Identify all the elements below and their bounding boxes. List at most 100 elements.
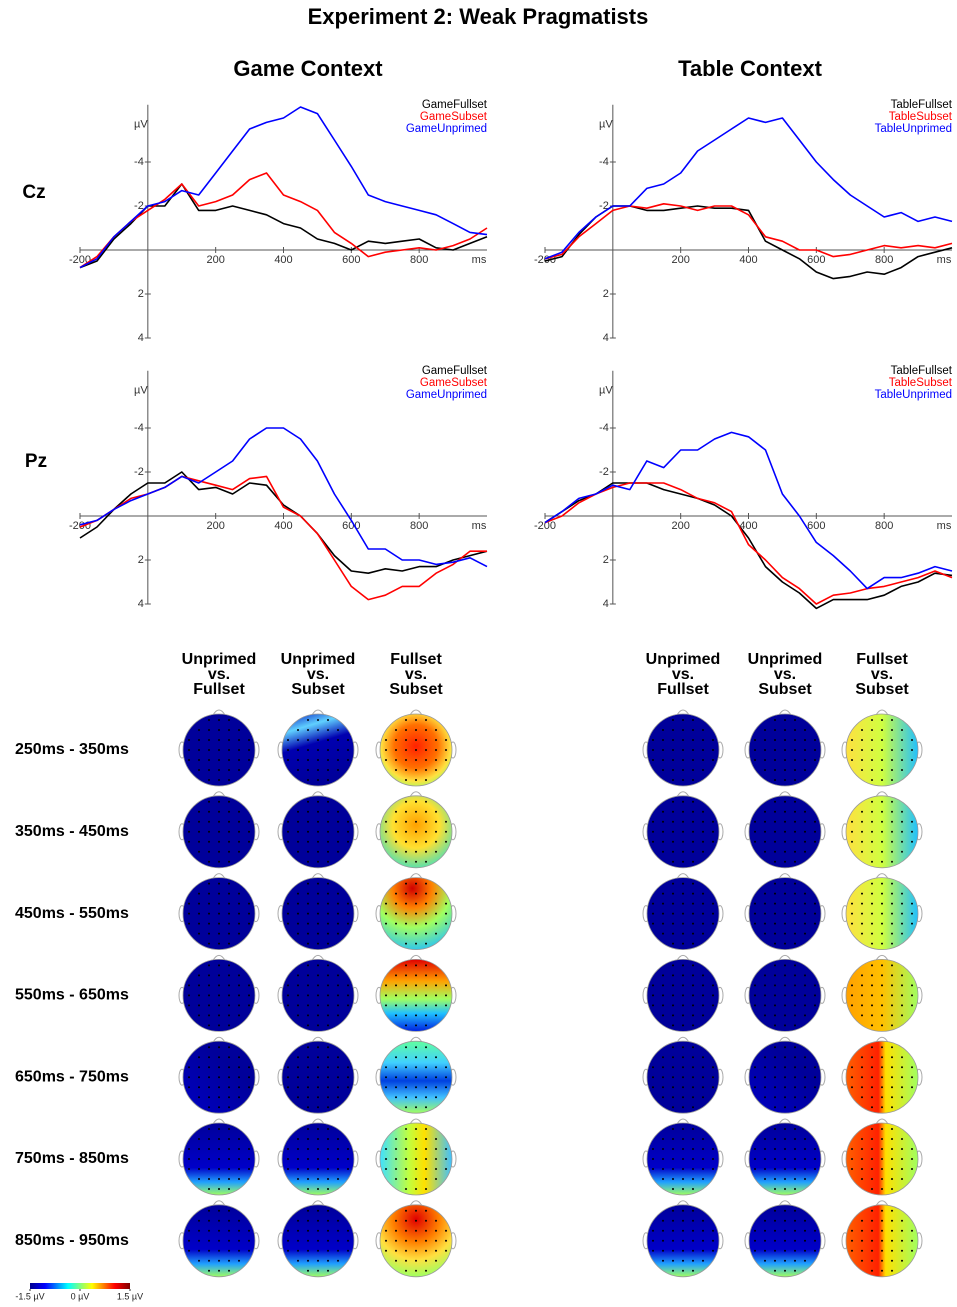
electrode — [672, 810, 674, 813]
electrode — [814, 840, 816, 843]
electrode — [764, 1249, 766, 1252]
electrode — [692, 922, 694, 925]
electrode — [662, 840, 664, 843]
electrode — [337, 1138, 339, 1140]
electrode — [188, 994, 190, 997]
electrode — [804, 840, 806, 843]
electrode — [435, 1086, 437, 1089]
electrode — [415, 840, 417, 843]
electrode — [794, 719, 796, 721]
electrode — [662, 749, 664, 751]
electrode — [794, 1024, 796, 1027]
electrode — [901, 810, 903, 813]
electrode — [851, 1249, 853, 1252]
electrode — [218, 759, 220, 761]
topomap — [178, 873, 260, 950]
electrode — [395, 984, 397, 987]
electrode — [317, 1066, 319, 1069]
electrode — [327, 810, 329, 813]
electrode — [861, 1148, 863, 1150]
electrode — [672, 779, 674, 781]
electrode — [218, 892, 220, 895]
electrode — [881, 1076, 883, 1079]
electrode — [198, 892, 200, 895]
electrode — [861, 1014, 863, 1017]
electrode — [682, 974, 684, 977]
electrode — [871, 922, 873, 925]
electrode — [754, 749, 756, 751]
electrode — [405, 912, 407, 915]
electrode — [385, 1148, 387, 1150]
electrode — [804, 1158, 806, 1160]
electrode — [662, 1066, 664, 1069]
electrode — [347, 840, 349, 843]
x-tick-label: 800 — [875, 520, 893, 532]
electrode — [317, 1239, 319, 1242]
electrode — [287, 1168, 289, 1170]
electrode — [317, 769, 319, 771]
head-outline — [311, 1036, 325, 1043]
electrode — [764, 1138, 766, 1140]
electrode — [188, 1076, 190, 1079]
electrode — [881, 1148, 883, 1150]
electrode — [395, 892, 397, 895]
y-tick-label: 4 — [603, 598, 609, 610]
electrode — [385, 922, 387, 925]
electrode — [337, 1168, 339, 1170]
electrode — [208, 769, 210, 771]
electrode — [248, 820, 250, 823]
topomap — [841, 873, 923, 950]
electrode — [774, 860, 776, 863]
electrode — [754, 1239, 756, 1242]
electrode — [347, 1148, 349, 1150]
electrode — [881, 850, 883, 853]
electrode — [218, 1046, 220, 1049]
topomap — [178, 791, 260, 869]
electrode — [395, 739, 397, 741]
electrode — [208, 1056, 210, 1059]
head-outline — [778, 1200, 792, 1207]
electrode — [652, 759, 654, 761]
electrode — [901, 1148, 903, 1150]
electrode — [337, 739, 339, 741]
electrode — [317, 1269, 319, 1272]
electrode — [228, 729, 230, 731]
electrode — [712, 830, 714, 833]
electrode — [754, 840, 756, 843]
electrode — [881, 1219, 883, 1222]
y-unit-label: µV — [134, 119, 148, 131]
electrode — [794, 902, 796, 905]
electrode — [814, 984, 816, 987]
electrode — [871, 1066, 873, 1069]
electrode — [794, 830, 796, 833]
electrode — [218, 1178, 220, 1180]
electrode — [682, 1249, 684, 1252]
electrode — [238, 840, 240, 843]
x-tick-label: -200 — [69, 254, 91, 266]
electrode — [445, 994, 447, 997]
electrode — [218, 1138, 220, 1140]
time-window-label: 550ms - 650ms — [15, 987, 129, 1004]
electrode — [652, 994, 654, 997]
electrode — [347, 922, 349, 925]
electrode — [682, 820, 684, 823]
electrode — [652, 1239, 654, 1242]
electrode — [702, 1066, 704, 1069]
electrode — [405, 1239, 407, 1242]
electrode — [814, 759, 816, 761]
electrode — [672, 1046, 674, 1049]
electrode — [337, 902, 339, 905]
electrode — [861, 892, 863, 895]
electrode — [405, 1148, 407, 1150]
electrode — [198, 1004, 200, 1007]
electrode — [198, 810, 200, 813]
electrode — [784, 1158, 786, 1160]
topomap — [841, 1036, 923, 1114]
electrode — [297, 1178, 299, 1180]
electrode — [774, 974, 776, 977]
electrode — [347, 994, 349, 997]
electrode — [218, 932, 220, 935]
electrode — [702, 739, 704, 741]
electrode — [861, 1219, 863, 1222]
electrode — [891, 1014, 893, 1017]
